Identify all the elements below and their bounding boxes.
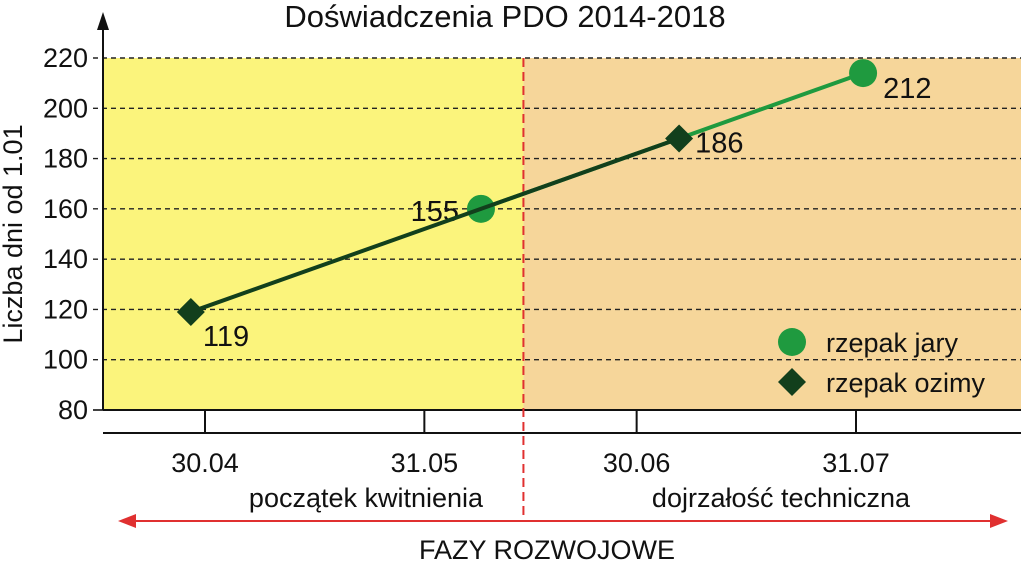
- x-tick-label: 30.04: [171, 448, 239, 478]
- y-tick-label: 180: [43, 144, 88, 174]
- phase-arrow-right: [990, 514, 1008, 528]
- x-tick-label: 31.05: [391, 448, 459, 478]
- data-label: 119: [203, 321, 249, 353]
- y-axis-label: Liczba dni od 1.01: [0, 124, 28, 343]
- grid-lines: [93, 57, 1021, 411]
- y-tick-labels: 80 100 120 140 160 180 200 220: [43, 43, 88, 425]
- phase-background-maturity: [523, 58, 1021, 410]
- series-layer: 155 212 119 186: [176, 59, 931, 353]
- x-tick-label: 31.07: [822, 448, 890, 478]
- y-tick-label: 80: [58, 395, 88, 425]
- legend-marker-rzepak-jary: [778, 328, 806, 356]
- data-label: 155: [411, 196, 459, 228]
- legend: rzepak jary rzepak ozimy: [778, 328, 986, 398]
- y-tick-label: 220: [43, 43, 88, 73]
- series-line-rzepak-ozimy: [190, 136, 680, 314]
- y-tick-label: 140: [43, 244, 88, 274]
- y-tick-label: 120: [43, 294, 88, 324]
- x-tick-label: 30.06: [603, 448, 671, 478]
- legend-label-rzepak-ozimy: rzepak ozimy: [826, 368, 986, 398]
- y-axis-arrow: [97, 12, 109, 30]
- y-tick-label: 100: [43, 345, 88, 375]
- x-tick-labels: 30.04 31.05 30.06 31.07: [171, 410, 890, 478]
- data-point: [176, 297, 205, 326]
- data-point: [849, 59, 878, 88]
- data-point: [665, 124, 694, 153]
- chart-title: Doświadczenia PDO 2014-2018: [284, 0, 725, 34]
- y-tick-label: 160: [43, 194, 88, 224]
- legend-label-rzepak-jary: rzepak jary: [826, 328, 959, 358]
- phase-background-flowering: [103, 58, 524, 410]
- x-axis-label: FAZY ROZWOJOWE: [419, 535, 675, 563]
- phase-label-maturity: dojrzałość techniczna: [652, 483, 911, 513]
- data-label: 212: [883, 73, 931, 105]
- y-tick-label: 200: [43, 93, 88, 123]
- legend-marker-rzepak-ozimy: [778, 368, 806, 396]
- phase-arrow-left: [118, 514, 136, 528]
- data-label: 186: [695, 127, 743, 159]
- phase-label-flowering: początek kwitnienia: [249, 483, 484, 513]
